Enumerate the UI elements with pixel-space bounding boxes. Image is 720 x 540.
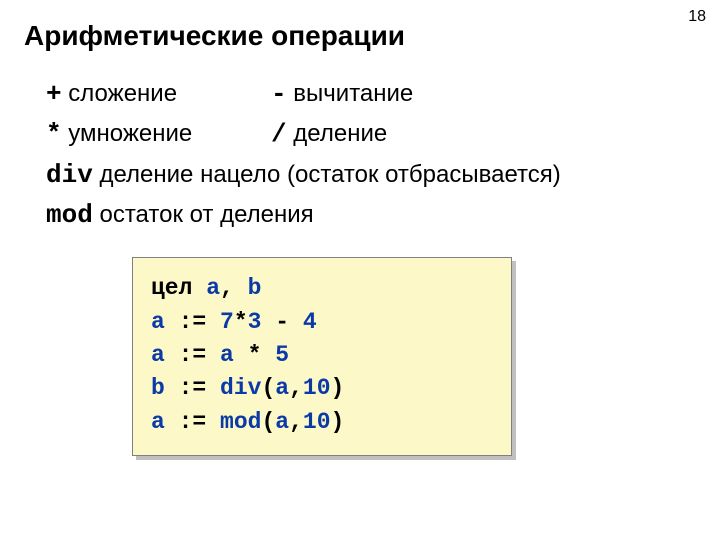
op: *	[234, 309, 248, 335]
var-a: a	[151, 309, 165, 335]
op-label-text: умножение	[68, 120, 192, 147]
op-label-text: деление нацело (остаток отбрасывается)	[99, 161, 560, 188]
comma: ,	[289, 409, 303, 435]
code-block: цел a, b a := 7*3 - 4 a := a * 5 b := di…	[132, 257, 512, 456]
var-b: b	[151, 375, 165, 401]
paren: (	[261, 375, 275, 401]
var-a: a	[275, 375, 289, 401]
code-line-5: a := mod(a,10)	[151, 409, 344, 435]
paren: )	[331, 409, 345, 435]
var-b: b	[248, 275, 262, 301]
slide: Арифметические операции + сложение - выч…	[0, 0, 720, 456]
lit: 3	[248, 309, 262, 335]
var-a: a	[151, 342, 165, 368]
var-a: a	[151, 409, 165, 435]
var-a: a	[275, 409, 289, 435]
kw-cel: цел	[151, 275, 206, 301]
var-a: a	[220, 342, 234, 368]
op-mod: mod остаток от деления	[46, 195, 696, 235]
op-minus: - вычитание	[271, 74, 413, 114]
assign-op: :=	[165, 409, 220, 435]
op-mult: * умножение	[46, 114, 271, 154]
op-symbol: div	[46, 160, 93, 190]
page-number: 18	[688, 8, 706, 26]
code-line-2: a := 7*3 - 4	[151, 309, 317, 335]
op-label-text: деление	[293, 120, 387, 147]
op-symbol: +	[46, 79, 62, 109]
fn-div: div	[220, 375, 261, 401]
code-line-1: цел a, b	[151, 275, 261, 301]
op-label-text: сложение	[68, 80, 177, 107]
op-symbol: *	[46, 119, 62, 149]
assign-op: :=	[165, 309, 220, 335]
op-div: div деление нацело (остаток отбрасываетс…	[46, 155, 696, 195]
slide-title: Арифметические операции	[24, 20, 696, 52]
op-label-text: вычитание	[293, 80, 413, 107]
paren: (	[261, 409, 275, 435]
op: *	[234, 342, 275, 368]
code-line-4: b := div(a,10)	[151, 375, 344, 401]
op-plus: + сложение	[46, 74, 271, 114]
op: -	[261, 309, 302, 335]
op-label-text: остаток от деления	[99, 201, 313, 228]
operator-row: * умножение / деление	[46, 114, 696, 154]
op-symbol: mod	[46, 200, 93, 230]
lit: 7	[220, 309, 234, 335]
code-line-3: a := a * 5	[151, 342, 289, 368]
lit: 10	[303, 409, 331, 435]
assign-op: :=	[165, 342, 220, 368]
lit: 10	[303, 375, 331, 401]
op-symbol: /	[271, 119, 287, 149]
lit: 5	[275, 342, 289, 368]
lit: 4	[303, 309, 317, 335]
comma: ,	[289, 375, 303, 401]
comma: ,	[220, 275, 248, 301]
operator-list: + сложение - вычитание * умножение / дел…	[46, 74, 696, 235]
var-a: a	[206, 275, 220, 301]
paren: )	[331, 375, 345, 401]
fn-mod: mod	[220, 409, 261, 435]
assign-op: :=	[165, 375, 220, 401]
code-box: цел a, b a := 7*3 - 4 a := a * 5 b := di…	[132, 257, 512, 456]
op-symbol: -	[271, 79, 287, 109]
op-divslash: / деление	[271, 114, 387, 154]
operator-row: + сложение - вычитание	[46, 74, 696, 114]
